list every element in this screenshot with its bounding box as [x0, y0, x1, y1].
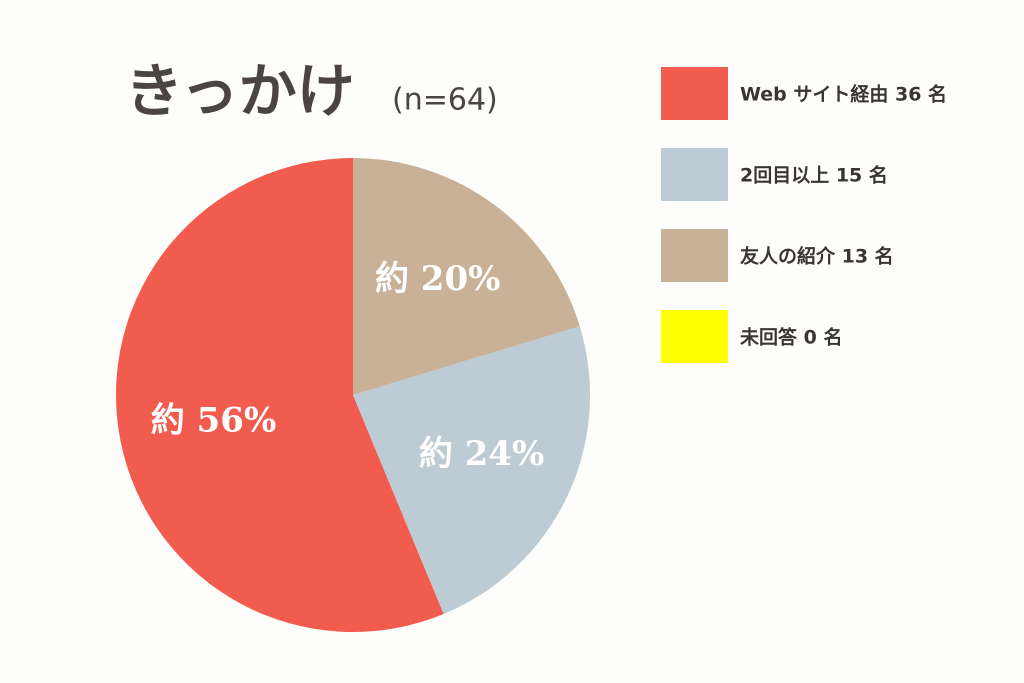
legend-label: 未回答 0 名: [739, 326, 842, 349]
pie-slice: [353, 326, 590, 614]
chart-title: きっかけ: [125, 57, 355, 125]
pie-slice: [115, 158, 444, 632]
chart-subtitle: (n=64): [392, 83, 498, 118]
legend-swatch: [661, 67, 728, 120]
legend-label: 2回目以上 15 名: [740, 164, 888, 187]
slice-label: 約 56%: [151, 401, 276, 441]
pie-slice: [353, 158, 580, 395]
legend-swatch: [661, 310, 728, 363]
legend-swatch: [661, 229, 728, 282]
legend-label: 友人の紹介 13 名: [740, 245, 894, 268]
legend-label: Web サイト経由 36 名: [740, 83, 947, 106]
slice-label: 約 20%: [375, 259, 500, 299]
legend-swatch: [661, 148, 728, 201]
slice-label: 約 24%: [419, 434, 544, 474]
